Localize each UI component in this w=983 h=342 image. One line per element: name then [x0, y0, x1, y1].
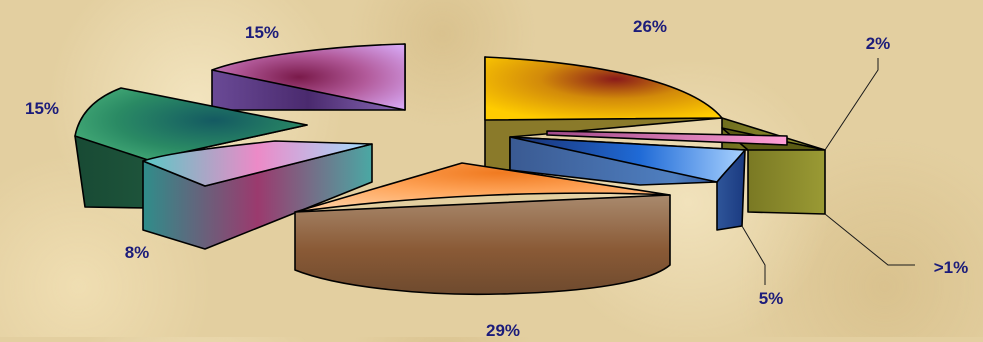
slice-8-teal — [142, 140, 373, 250]
leader-line-0 — [824, 58, 879, 151]
leader-line-2 — [741, 225, 766, 285]
pie-slices — [74, 43, 826, 296]
slice-5-blue-top — [509, 136, 746, 183]
leader-line-1 — [824, 213, 915, 266]
data-label-6: 15% — [25, 99, 59, 118]
slice-29-orange-side — [294, 194, 671, 296]
slice-1-pink — [546, 130, 788, 146]
slice-26-gold-top — [484, 56, 723, 121]
data-label-0: 26% — [633, 17, 667, 36]
leader-lines — [741, 58, 915, 285]
data-labels: 26% 2% >1% 5% 29% 8% 15% 15% — [25, 17, 969, 340]
data-label-3: 5% — [759, 289, 784, 308]
slice-29-orange — [294, 162, 671, 296]
slice-5-blue — [509, 136, 746, 231]
data-label-4: 29% — [486, 321, 520, 337]
data-label-1: 2% — [866, 34, 891, 53]
slice-1-pink-top — [546, 130, 788, 146]
slice-8-teal-top — [142, 140, 373, 187]
data-label-7: 15% — [245, 23, 279, 42]
data-label-5: 8% — [125, 243, 150, 262]
slice-29-orange-top — [294, 162, 671, 213]
slice-15-green-top — [74, 87, 308, 161]
data-label-2: >1% — [934, 258, 969, 277]
slice-15-purple — [211, 43, 406, 111]
slice-15-purple-top — [211, 43, 406, 111]
